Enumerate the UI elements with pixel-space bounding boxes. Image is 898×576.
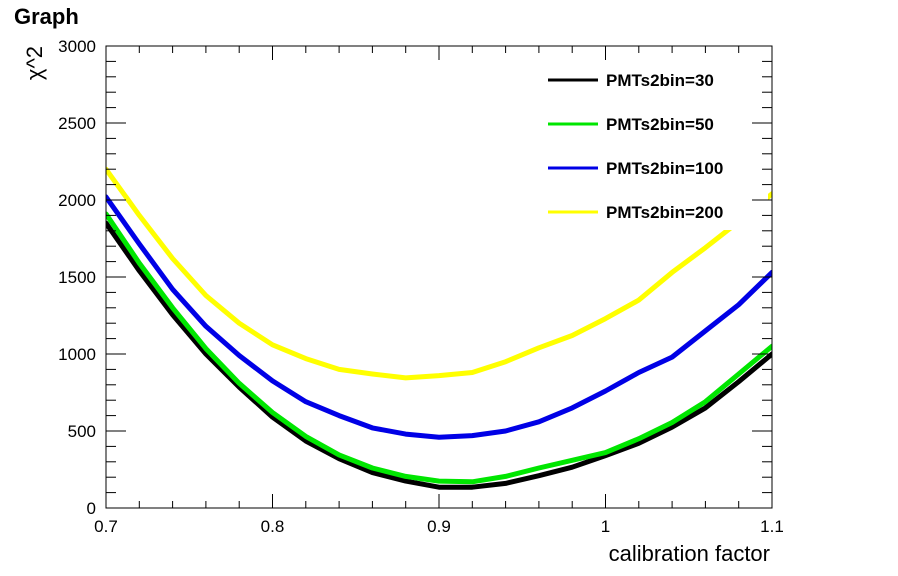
chart-title: Graph <box>14 4 79 29</box>
legend-label-0: PMTs2bin=30 <box>606 71 714 90</box>
series-layer <box>106 166 772 490</box>
y-tick-label: 3000 <box>58 37 96 56</box>
legend-box <box>540 60 768 230</box>
y-tick-label: 2500 <box>58 114 96 133</box>
legend: PMTs2bin=30 PMTs2bin=50 PMTs2bin=100 PMTs2b… <box>548 71 723 222</box>
y-tick-label: 1000 <box>58 345 96 364</box>
series-line-2 <box>106 194 772 440</box>
x-axis-title: calibration factor <box>609 541 770 566</box>
x-tick-label: 0.8 <box>261 517 285 536</box>
axis-ticks <box>105 45 773 509</box>
x-tick-label: 1.1 <box>760 517 784 536</box>
y-tick-label: 1500 <box>58 268 96 287</box>
legend-label-3: PMTs2bin=200 <box>606 203 723 222</box>
x-tick-label: 1 <box>601 517 610 536</box>
y-tick-label: 2000 <box>58 191 96 210</box>
y-tick-label: 0 <box>87 499 96 518</box>
legend-label-2: PMTs2bin=100 <box>606 159 723 178</box>
x-tick-label: 0.7 <box>94 517 118 536</box>
legend-label-1: PMTs2bin=50 <box>606 115 714 134</box>
series-line-1 <box>106 211 772 485</box>
axis-labels: 0.7 0.8 0.9 1 1.1 0 500 1000 1500 2000 2500 3000 <box>58 37 784 536</box>
series-line-3 <box>106 166 772 381</box>
y-axis-title: χ^2 <box>22 46 47 80</box>
series-line-0 <box>106 220 772 490</box>
x-tick-label: 0.9 <box>427 517 451 536</box>
y-tick-label: 500 <box>68 422 96 441</box>
